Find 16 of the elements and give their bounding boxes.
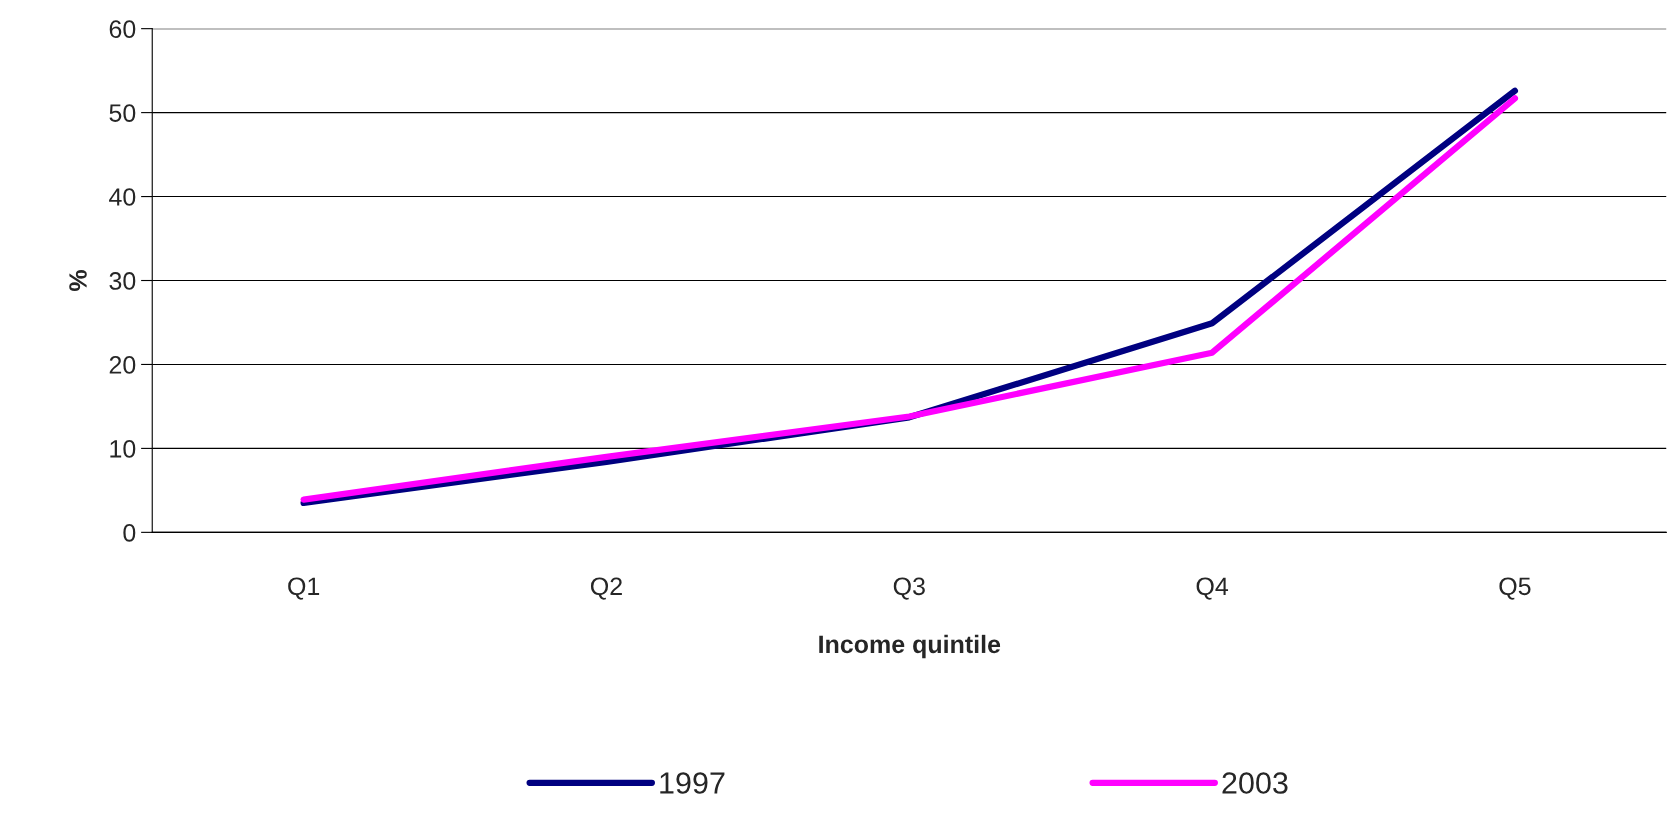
y-tick-label: 50 [109, 104, 136, 122]
x-tick-label: Q2 [590, 577, 622, 600]
y-tick-label: 40 [109, 188, 136, 206]
y-tick-label: 0 [123, 523, 136, 542]
x-tick-label: Q4 [1196, 577, 1229, 600]
y-tick-label: 60 [109, 20, 136, 38]
x-tick-label: Q1 [288, 577, 320, 600]
y-tick-label: 30 [109, 272, 136, 290]
x-axis-title: Income quintile [819, 634, 1001, 659]
x-tick-label: Q3 [893, 577, 925, 600]
legend-label: 2003 [1222, 772, 1288, 794]
y-axis-title: % [69, 270, 87, 291]
y-tick-label: 10 [110, 440, 136, 458]
legend-label: 1997 [660, 772, 725, 794]
x-tick-label: Q5 [1499, 577, 1531, 600]
y-tick-label: 20 [109, 356, 136, 374]
